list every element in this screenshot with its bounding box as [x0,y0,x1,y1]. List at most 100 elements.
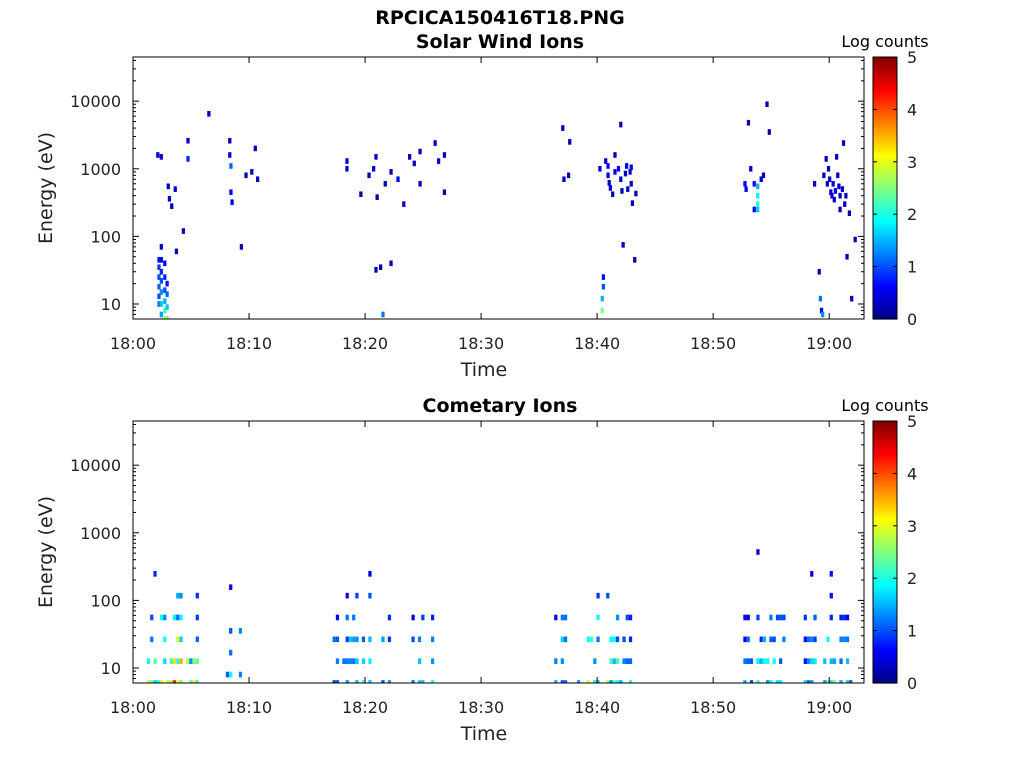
colorbar-segment [873,672,897,676]
spectrogram-cell [442,189,447,196]
spectrogram-cell [775,614,780,621]
y-tick-label: 100 [90,591,121,610]
colorbar-segment [873,316,897,320]
spectrogram-cell [609,636,613,643]
spectrogram-cell [589,636,594,643]
spectrogram-cell [845,636,850,643]
spectrogram-cell [163,636,167,643]
y-tick-label: 100 [90,227,121,246]
spectrogram-cell [769,614,773,621]
cometary-ylabel: Energy (eV) [35,496,57,608]
spectrogram-cell [157,257,161,263]
spectrogram-cell [418,148,422,155]
spectrogram-cell [839,614,843,621]
spectrogram-cell [163,307,167,314]
spectrogram-cell [779,680,783,683]
spectrogram-cell [368,571,372,577]
colorbar-segment [873,533,897,537]
colorbar-segment [873,565,897,569]
spectrogram-cell [772,658,776,664]
colorbar-segment [873,104,897,108]
colorbar-segment [873,290,897,294]
spectrogram-cell [345,614,349,621]
spectrogram-cell [609,658,613,664]
spectrogram-cell [345,592,349,599]
spectrogram-cell [616,165,621,172]
spectrogram-cell [619,176,623,183]
colorbar-segment [873,669,897,674]
spectrogram-cell [166,183,170,190]
colorbar-tick-label: 4 [907,100,917,119]
spectrogram-cell [383,180,387,187]
colorbar-segment [873,250,897,255]
colorbar-segment [873,470,897,474]
spectrogram-cell [250,169,254,175]
spectrogram-cell [621,242,625,248]
spectrogram-cell [374,154,378,160]
colorbar-segment [873,271,897,276]
colorbar-segment [873,455,897,459]
spectrogram-cell [430,636,435,643]
colorbar-segment [873,654,897,658]
spectrogram-cell [186,137,190,144]
spectrogram-cell [628,658,633,664]
colorbar-segment [873,305,897,310]
spectrogram-cell [332,636,336,643]
spectrogram-cell [150,614,154,621]
spectrogram-cell [163,260,167,267]
spectrogram-cell [238,628,243,634]
spectrogram-cell [228,152,232,158]
spectrogram-cell [612,680,616,683]
colorbar-segment [873,601,897,605]
spectrogram-cell [756,680,760,683]
colorbar-segment [873,153,897,158]
colorbar-segment [873,520,897,524]
spectrogram-cell [163,274,167,280]
spectrogram-cell [620,188,624,194]
spectrogram-cell [772,636,776,643]
colorbar-segment [873,135,897,139]
spectrogram-cell [845,614,850,621]
colorbar-segment [873,114,897,118]
colorbar-segment [873,460,897,464]
cometary-axes: 18:00 18:10 18:20 18:30 18:40 18:50 19:00 10 100… [70,420,865,717]
spectrogram-cell [176,680,180,683]
spectrogram-cell [230,199,234,206]
spectrogram-cell [832,658,837,664]
spectrogram-cell [157,301,161,307]
spectrogram-cell [842,636,846,643]
colorbar-segment [873,308,897,312]
spectrogram-cell [417,680,422,683]
colorbar-segment [873,88,897,92]
colorbar-segment [873,180,897,184]
colorbar-segment [873,292,897,297]
x-tick-label: 18:10 [226,334,272,353]
colorbar-tick-label: 0 [907,674,917,693]
spectrogram-cell [761,172,766,179]
colorbar-segment [873,172,897,176]
colorbar-segment [873,583,897,587]
spectrogram-cell [779,614,783,621]
colorbar-segment [873,570,897,574]
colorbar-segment [873,235,897,239]
spectrogram-cell [756,658,760,664]
colorbar-segment [873,98,897,103]
colorbar-segment [873,85,897,90]
colorbar-segment [873,130,897,134]
colorbar-segment [873,143,897,147]
spectrogram-cell [746,614,750,621]
spectrogram-cell [244,172,248,179]
spectrogram-cell [186,156,190,162]
spectrogram-cell [749,680,754,683]
colorbar-segment [873,434,897,438]
spectrogram-cell [389,260,393,267]
colorbar-segment [873,62,897,66]
colorbar-segment [873,489,897,493]
spectrogram-cell [355,592,359,599]
cometary-spectrogram [146,549,853,683]
spectrogram-cell [352,614,356,621]
spectrogram-cell [421,680,425,683]
spectrogram-cell [837,183,841,190]
spectrogram-cell [381,680,385,683]
spectrogram-cell [743,680,747,683]
